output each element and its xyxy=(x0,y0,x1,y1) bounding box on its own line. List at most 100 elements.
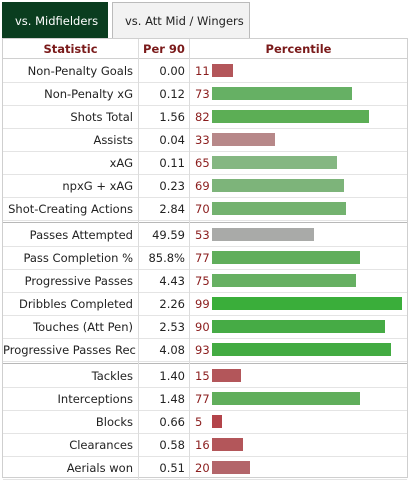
table-header: Statistic Per 90 Percentile xyxy=(3,39,407,59)
per90-value: 2.26 xyxy=(159,297,185,311)
table-row: Dribbles Completed 2.26 99 xyxy=(3,293,407,316)
table-row: Blocks 0.66 5 xyxy=(3,411,407,434)
tab-bar: vs. Midfielders vs. Att Mid / Wingers xyxy=(2,2,250,38)
column-divider xyxy=(189,39,190,479)
stat-name: xAG xyxy=(109,156,133,170)
header-per90[interactable]: Per 90 xyxy=(143,42,185,56)
per90-value: 0.58 xyxy=(159,438,185,452)
percentile-bar xyxy=(212,274,356,287)
per90-value: 0.11 xyxy=(159,156,185,170)
per90-value: 2.53 xyxy=(159,320,185,334)
percentile-table: Statistic Per 90 Percentile Non-Penalty … xyxy=(2,38,408,480)
tab-vs-att-mid-wingers[interactable]: vs. Att Mid / Wingers xyxy=(112,2,250,38)
table-row: Non-Penalty xG 0.12 73 xyxy=(3,83,407,106)
stat-name: Touches (Att Pen) xyxy=(33,320,133,334)
stat-name: Passes Attempted xyxy=(29,228,133,242)
stat-name: npxG + xAG xyxy=(62,179,133,193)
table-row: Pass Completion % 85.8% 77 xyxy=(3,247,407,270)
percentile-value: 53 xyxy=(195,228,210,242)
table-row: Non-Penalty Goals 0.00 11 xyxy=(3,60,407,83)
percentile-bar xyxy=(212,64,233,77)
table-row: npxG + xAG 0.23 69 xyxy=(3,175,407,198)
percentile-bar xyxy=(212,133,275,146)
group-separator xyxy=(3,222,407,223)
table-row: Shots Total 1.56 82 xyxy=(3,106,407,129)
percentile-value: 90 xyxy=(195,320,210,334)
table-row: Passes Attempted 49.59 53 xyxy=(3,224,407,247)
percentile-bar xyxy=(212,369,241,382)
stat-name: Pass Completion % xyxy=(23,251,133,265)
percentile-bar xyxy=(212,343,391,356)
stat-name: Non-Penalty Goals xyxy=(27,64,133,78)
stat-name: Non-Penalty xG xyxy=(44,87,133,101)
per90-value: 85.8% xyxy=(148,251,185,265)
table-row: Aerials won 0.51 20 xyxy=(3,457,407,480)
stat-name: Aerials won xyxy=(66,461,133,475)
percentile-value: 11 xyxy=(195,64,210,78)
percentile-bar xyxy=(212,461,250,474)
percentile-bar xyxy=(212,110,369,123)
stat-name: Clearances xyxy=(69,438,133,452)
per90-value: 0.04 xyxy=(159,133,185,147)
per90-value: 0.51 xyxy=(159,461,185,475)
percentile-value: 70 xyxy=(195,202,210,216)
header-percentile[interactable]: Percentile xyxy=(265,42,332,56)
percentile-value: 77 xyxy=(195,251,210,265)
percentile-value: 75 xyxy=(195,274,210,288)
per90-value: 1.56 xyxy=(159,110,185,124)
table-row: xAG 0.11 65 xyxy=(3,152,407,175)
percentile-bar xyxy=(212,320,385,333)
percentile-bar xyxy=(212,202,346,215)
percentile-bar xyxy=(212,87,352,100)
per90-value: 1.40 xyxy=(159,369,185,383)
per90-value: 4.08 xyxy=(159,343,185,357)
percentile-bar xyxy=(212,179,344,192)
tab-vs-midfielders[interactable]: vs. Midfielders xyxy=(2,2,108,38)
percentile-bar xyxy=(212,438,243,451)
stat-name: Tackles xyxy=(91,369,133,383)
percentile-value: 82 xyxy=(195,110,210,124)
table-row: Tackles 1.40 15 xyxy=(3,365,407,388)
table-row: Touches (Att Pen) 2.53 90 xyxy=(3,316,407,339)
per90-value: 4.43 xyxy=(159,274,185,288)
percentile-bar xyxy=(212,297,402,310)
table-row: Shot-Creating Actions 2.84 70 xyxy=(3,198,407,221)
table-row: Assists 0.04 33 xyxy=(3,129,407,152)
percentile-bar xyxy=(212,156,337,169)
percentile-value: 33 xyxy=(195,133,210,147)
column-divider xyxy=(138,39,139,479)
percentile-value: 93 xyxy=(195,343,210,357)
per90-value: 0.00 xyxy=(159,64,185,78)
percentile-value: 77 xyxy=(195,392,210,406)
stat-name: Assists xyxy=(93,133,133,147)
percentile-value: 15 xyxy=(195,369,210,383)
percentile-value: 65 xyxy=(195,156,210,170)
per90-value: 0.66 xyxy=(159,415,185,429)
stat-name: Shot-Creating Actions xyxy=(8,202,133,216)
stat-name: Interceptions xyxy=(57,392,133,406)
stat-name: Progressive Passes xyxy=(24,274,133,288)
percentile-value: 5 xyxy=(195,415,203,429)
percentile-value: 69 xyxy=(195,179,210,193)
stat-name: Shots Total xyxy=(70,110,133,124)
percentile-value: 99 xyxy=(195,297,210,311)
percentile-value: 16 xyxy=(195,438,210,452)
group-separator xyxy=(3,363,407,364)
percentile-bar xyxy=(212,392,360,405)
stat-name: Blocks xyxy=(95,415,133,429)
percentile-bar xyxy=(212,228,314,241)
table-row: Progressive Passes Rec 4.08 93 xyxy=(3,339,407,362)
stat-name: Dribbles Completed xyxy=(18,297,133,311)
percentile-bar xyxy=(212,415,222,428)
header-statistic[interactable]: Statistic xyxy=(43,42,98,56)
per90-value: 1.48 xyxy=(159,392,185,406)
percentile-value: 20 xyxy=(195,461,210,475)
per90-value: 49.59 xyxy=(152,228,185,242)
per90-value: 0.12 xyxy=(159,87,185,101)
table-row: Clearances 0.58 16 xyxy=(3,434,407,457)
table-row: Progressive Passes 4.43 75 xyxy=(3,270,407,293)
table-row: Interceptions 1.48 77 xyxy=(3,388,407,411)
per90-value: 2.84 xyxy=(159,202,185,216)
per90-value: 0.23 xyxy=(159,179,185,193)
percentile-bar xyxy=(212,251,360,264)
